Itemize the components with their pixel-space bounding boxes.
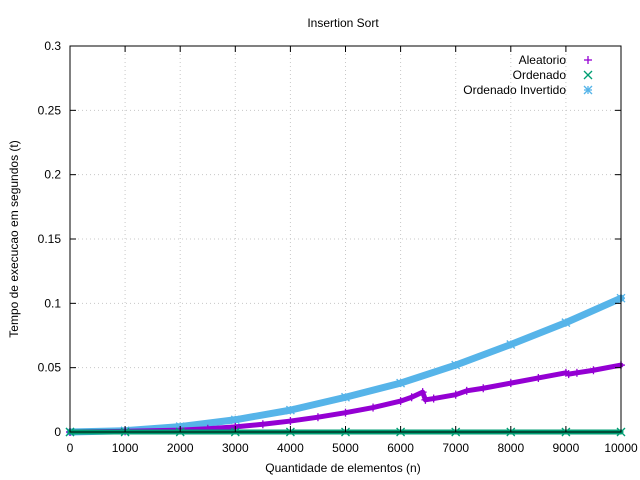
- legend-label: Ordenado Invertido: [463, 83, 566, 97]
- x-tick-label: 2000: [167, 441, 194, 455]
- data-point: [396, 378, 406, 388]
- x-tick-label: 10000: [604, 441, 638, 455]
- data-point: [479, 384, 488, 393]
- data-point: [286, 417, 295, 426]
- legend-marker: [583, 85, 593, 95]
- data-point: [285, 405, 295, 415]
- data-point: [589, 366, 598, 375]
- data-point: [572, 368, 581, 377]
- y-tick-label: 0.2: [44, 168, 61, 182]
- data-point: [369, 403, 378, 412]
- data-point: [506, 379, 515, 388]
- legend-label: Ordenado: [513, 68, 567, 82]
- data-point: [418, 388, 427, 397]
- y-tick-label: 0: [54, 425, 61, 439]
- y-tick-label: 0.3: [44, 39, 61, 53]
- y-tick-label: 0.25: [38, 103, 62, 117]
- x-tick-label: 9000: [553, 441, 580, 455]
- grid: [70, 46, 621, 432]
- x-tick-label: 7000: [442, 441, 469, 455]
- data-point: [341, 392, 350, 402]
- data-point: [258, 420, 267, 429]
- plot-area: [65, 293, 626, 437]
- y-tick-label: 0.1: [44, 296, 61, 310]
- data-point: [451, 390, 460, 399]
- x-tick-label: 1000: [112, 441, 139, 455]
- data-point: [421, 395, 430, 404]
- x-tick-label: 4000: [277, 441, 304, 455]
- legend-marker: [584, 56, 592, 64]
- data-point: [429, 394, 438, 403]
- legend-marker: [583, 70, 593, 80]
- legend-label: Aleatorio: [519, 53, 567, 67]
- data-point: [462, 386, 471, 395]
- data-point: [313, 413, 322, 422]
- data-point: [451, 360, 461, 370]
- data-point: [341, 408, 350, 417]
- data-point: [396, 397, 405, 406]
- data-point: [561, 318, 571, 328]
- y-axis-title: Tempo de execucao em segundos (t): [7, 140, 21, 337]
- chart-title: Insertion Sort: [307, 16, 379, 30]
- x-tick-label: 5000: [332, 441, 359, 455]
- x-tick-label: 3000: [222, 441, 249, 455]
- data-point: [230, 415, 240, 425]
- data-point: [564, 370, 573, 379]
- data-point: [506, 340, 516, 349]
- data-point: [407, 393, 416, 402]
- x-tick-label: 8000: [497, 441, 524, 455]
- x-tick-label: 0: [67, 441, 74, 455]
- x-tick-label: 6000: [387, 441, 414, 455]
- data-point: [534, 373, 543, 382]
- axes: 0 1000 2000 3000 4000 5000 6000 7000 8000 9000 100…: [38, 39, 638, 455]
- y-tick-label: 0.05: [38, 361, 62, 375]
- x-axis-title: Quantidade de elementos (n): [265, 461, 420, 475]
- y-tick-label: 0.15: [38, 232, 62, 246]
